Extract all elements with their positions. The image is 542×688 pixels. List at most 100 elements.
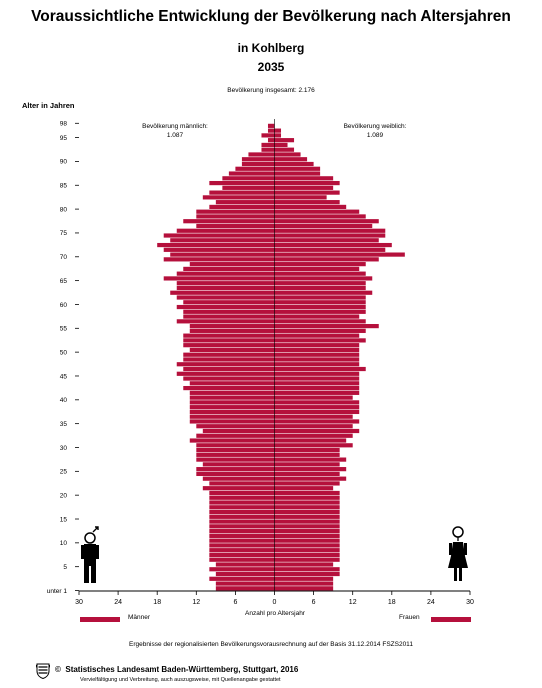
male-bar-age-35: [189, 419, 275, 424]
male-bar-age-83: [209, 190, 275, 195]
female-bar-age-70: [274, 252, 405, 257]
female-bar-age-28: [274, 452, 340, 457]
female-bar-age-76: [274, 223, 373, 229]
y-tick-label: 90: [60, 159, 68, 166]
data-basis-note: Ergebnisse der regionalisierten Bevölker…: [129, 641, 413, 648]
male-bar-age-68: [189, 262, 275, 267]
male-bar-age-64: [176, 281, 275, 286]
female-total-label: Bevölkerung weiblich:: [343, 123, 407, 130]
female-bar-age-92: [274, 147, 295, 152]
male-bar-age-2: [209, 576, 275, 581]
copyright-text: Statistisches Landesamt Baden-Württember…: [65, 665, 299, 674]
x-axis-label: Anzahl pro Altersjahr: [245, 610, 305, 617]
female-bar-age-64: [274, 281, 366, 286]
male-bar-age-45: [176, 371, 275, 376]
legend-female-label: Frauen: [399, 614, 420, 621]
male-bar-age-95: [261, 133, 275, 138]
female-bar-age-31: [274, 438, 347, 443]
male-bar-age-97: [267, 123, 275, 128]
y-tick-label: 65: [60, 278, 68, 285]
male-bar-age-0: [215, 586, 275, 591]
male-bar-age-61: [176, 295, 275, 300]
female-bar-age-71: [274, 247, 386, 252]
y-tick-label: 70: [60, 254, 68, 261]
male-bar-age-15: [209, 514, 275, 519]
female-bar-age-83: [274, 190, 340, 195]
female-bar-age-94: [274, 138, 295, 143]
female-bar-age-20: [274, 490, 340, 496]
male-bar-age-49: [183, 352, 275, 357]
female-bar-age-58: [274, 309, 366, 314]
male-bar-age-73: [170, 238, 275, 243]
x-tick-label: 30: [75, 599, 83, 606]
male-bar-age-34: [196, 424, 275, 429]
x-tick-label: 30: [466, 599, 474, 606]
male-bar-age-38: [189, 405, 275, 410]
male-bar-age-96: [267, 128, 275, 133]
male-bar-age-69: [163, 257, 275, 262]
female-bar-age-48: [274, 357, 360, 362]
female-bar-age-9: [274, 543, 340, 548]
female-bar-age-52: [274, 338, 366, 343]
male-bar-age-21: [202, 486, 275, 491]
male-bar-age-37: [189, 409, 275, 415]
y-tick-label: 35: [60, 421, 68, 428]
y-tick-label: 15: [60, 516, 68, 523]
female-bar-age-34: [274, 424, 353, 429]
male-bar-age-65: [163, 276, 275, 281]
female-bar-age-54: [274, 328, 366, 333]
y-tick-label: 40: [60, 397, 68, 404]
male-bar-age-41: [189, 390, 275, 395]
female-bar-age-85: [274, 180, 340, 186]
female-bar-age-23: [274, 476, 347, 481]
male-bar-age-60: [183, 300, 275, 305]
female-bar-age-51: [274, 343, 360, 348]
axes: [75, 119, 471, 595]
female-bar-age-5: [274, 562, 334, 567]
male-bar-age-9: [209, 543, 275, 548]
male-bar-age-89: [241, 161, 275, 167]
male-bar-age-40: [189, 395, 275, 400]
y-tick-label: 45: [60, 373, 68, 380]
male-bar-age-59: [176, 304, 275, 310]
female-bar-age-29: [274, 447, 340, 453]
male-bar-age-22: [209, 481, 275, 486]
coat-of-arms-logo: [36, 663, 50, 679]
female-bar-age-61: [274, 295, 366, 300]
female-bar-age-63: [274, 285, 366, 291]
female-bar-age-41: [274, 390, 360, 395]
male-bar-age-23: [202, 476, 275, 481]
male-bar-age-28: [196, 452, 275, 457]
male-bar-age-54: [189, 328, 275, 333]
female-bar-age-73: [274, 238, 379, 243]
male-bar-age-33: [202, 428, 275, 434]
male-bar-age-16: [209, 509, 275, 515]
chart-year: 2035: [257, 60, 285, 74]
female-bar-age-30: [274, 443, 353, 448]
male-bar-age-1: [215, 581, 275, 586]
female-bar-age-24: [274, 471, 340, 477]
male-bar-age-48: [183, 357, 275, 362]
male-bar-age-14: [209, 519, 275, 524]
male-total: Bevölkerung männlich: 1.087: [120, 122, 230, 140]
y-tick-label: 85: [60, 183, 68, 190]
male-bar-age-4: [209, 567, 275, 572]
male-bar-age-50: [189, 347, 275, 353]
female-bar-age-10: [274, 538, 340, 543]
female-bar-age-67: [274, 266, 360, 271]
male-bar-age-3: [215, 571, 275, 577]
y-tick-label: 80: [60, 206, 68, 213]
female-total: Bevölkerung weiblich: 1.089: [320, 122, 430, 140]
male-bar-age-39: [189, 400, 275, 405]
y-tick-label: unter 1: [47, 588, 68, 595]
female-bar-age-79: [274, 209, 360, 214]
female-bar-age-66: [274, 271, 366, 276]
male-bar-age-26: [202, 462, 275, 467]
male-bar-age-67: [183, 266, 275, 271]
female-bar-age-42: [274, 385, 360, 391]
male-bar-age-57: [183, 314, 275, 319]
male-bar-age-32: [196, 433, 275, 438]
male-bar-age-31: [189, 438, 275, 443]
